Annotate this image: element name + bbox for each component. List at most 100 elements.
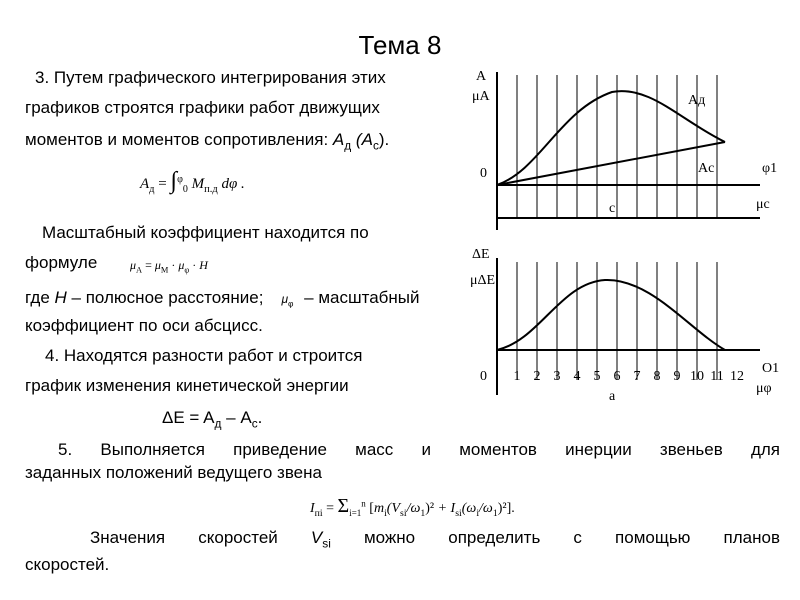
position-label: 11 (710, 369, 723, 384)
text: 1 (492, 507, 498, 519)
text-line: график изменения кинетической энергии (25, 376, 349, 395)
text: M (160, 265, 169, 275)
position-label: 1 (514, 369, 521, 384)
text-line: 4. Находятся разности работ и строится (45, 346, 363, 365)
text: . (257, 408, 263, 427)
position-label: 7 (634, 369, 641, 384)
text: где (25, 288, 55, 307)
text: H (199, 258, 208, 272)
text-line: коэффициент по оси абсцисс. (25, 316, 263, 335)
position-label: 2 (534, 369, 541, 384)
formula: μφ (281, 292, 294, 309)
text: моментов и моментов сопротивления: (25, 130, 333, 149)
text: · (171, 258, 176, 272)
text: A (140, 176, 150, 192)
label: Aд (688, 93, 705, 108)
text: (ω (461, 501, 477, 516)
bottom-axes (496, 258, 760, 395)
text-line: формуле (25, 253, 98, 272)
text: A (332, 130, 345, 149)
text: можно определить с помощью планов (330, 528, 780, 547)
label: c (609, 201, 615, 216)
text: i (476, 507, 480, 519)
text: n (361, 498, 366, 509)
label: μA (472, 89, 491, 104)
text: /ω (479, 501, 493, 516)
text-line: где H – полюсное расстояние; μφ – масштаб… (25, 288, 420, 313)
text: /ω (406, 501, 421, 516)
formula: μA = μM · μφ · H (130, 258, 208, 274)
label: μc (756, 197, 770, 212)
text: si (455, 507, 462, 519)
text-line: ΔE = Aд – Aс. (162, 408, 262, 433)
label: 0 (480, 369, 487, 384)
text: 1 (420, 507, 426, 519)
position-label: 4 (574, 369, 581, 384)
text: · (192, 258, 197, 272)
text: = (158, 176, 167, 192)
text: μ (178, 258, 185, 272)
text: M (191, 176, 205, 192)
label: 0 (480, 166, 487, 181)
label: μφ (756, 381, 772, 396)
text-line: графиков строятся графики работ движущих (25, 98, 380, 117)
text: пi (314, 507, 323, 519)
position-label: 6 (614, 369, 621, 384)
curve-ad (496, 90, 726, 186)
text: A (136, 265, 143, 275)
text: (V (386, 501, 401, 516)
text: μ (281, 292, 289, 306)
text: φ (184, 265, 190, 275)
text: – полюсное расстояние; (66, 288, 264, 307)
text: + I (437, 501, 456, 516)
title: Тема 8 (358, 30, 442, 60)
label: φ1 (762, 161, 777, 176)
text: μ (130, 258, 137, 272)
text: д (344, 138, 352, 153)
curve-ac (496, 141, 726, 186)
text: (A (351, 130, 373, 149)
position-label: 5 (594, 369, 601, 384)
text: si (400, 507, 407, 519)
top-axes (496, 72, 760, 230)
text: V (310, 528, 323, 547)
text: φ (177, 174, 183, 185)
text: ∫ (170, 168, 178, 194)
label: A (476, 69, 487, 84)
label: ΔE (472, 247, 490, 262)
label: μΔE (470, 273, 495, 288)
text: H (54, 288, 67, 307)
text: ). (378, 130, 390, 149)
text: i (384, 507, 387, 519)
curve-de (496, 278, 726, 351)
text-line: заданных положений ведущего звена (25, 463, 322, 482)
text: dφ . (221, 176, 245, 192)
formula: Iпi = Σi=1n [mi(Vsi/ω1)² + Isi(ωi/ω1)²]. (310, 495, 515, 519)
label: a (609, 389, 616, 404)
text: п.д (204, 184, 218, 195)
position-label: 10 (690, 369, 704, 384)
text: m (373, 501, 385, 516)
text: I (310, 501, 315, 516)
text: 0 (182, 184, 188, 195)
formula: Aд = ∫φ0 Mп.д dφ . (140, 168, 245, 195)
text-line: моментов и моментов сопротивления: Aд (A… (25, 130, 389, 155)
text: i=1 (349, 507, 362, 518)
text: )² (497, 501, 507, 516)
text: д (214, 416, 222, 431)
text-line: 3. Путем графического интегрирования эти… (35, 68, 386, 87)
text: = (326, 501, 335, 516)
text: = (145, 258, 152, 272)
text: Σ (337, 495, 350, 517)
text: ΔE = A (162, 408, 215, 427)
position-label: 3 (554, 369, 561, 384)
axes (496, 72, 760, 395)
label: Aс (698, 161, 714, 176)
text: φ (288, 298, 294, 309)
text: – A (221, 408, 252, 427)
text-line: 5. Выполняется приведение масс и моменто… (58, 440, 780, 459)
text: д (149, 184, 155, 195)
label: O1 (762, 361, 779, 376)
